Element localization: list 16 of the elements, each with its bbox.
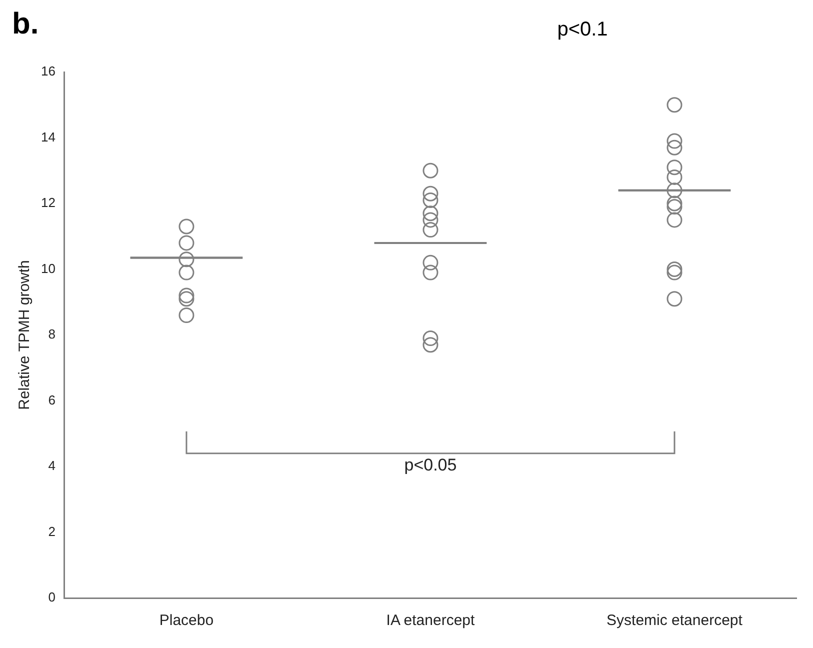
y-tick-label: 6: [48, 392, 56, 408]
y-tick-label: 12: [40, 195, 56, 210]
y-tick-label: 10: [40, 260, 56, 276]
chart-title: b.: [12, 7, 39, 40]
y-tick-label: 4: [48, 458, 56, 474]
y-tick-label: 0: [48, 590, 56, 605]
x-tick-label: Systemic etanercept: [606, 612, 744, 630]
y-tick-label: 8: [48, 326, 56, 342]
y-tick-label: 2: [48, 524, 56, 539]
annotation: p<0.05: [404, 456, 457, 475]
x-tick-label: Placebo: [159, 612, 214, 630]
y-tick-label: 16: [40, 64, 56, 79]
y-axis-title: Relative TPMH growth: [16, 260, 34, 410]
text: p<0.1: [557, 18, 608, 41]
y-tick-label: 14: [40, 129, 56, 144]
x-tick-label: IA etanercept: [386, 612, 476, 630]
